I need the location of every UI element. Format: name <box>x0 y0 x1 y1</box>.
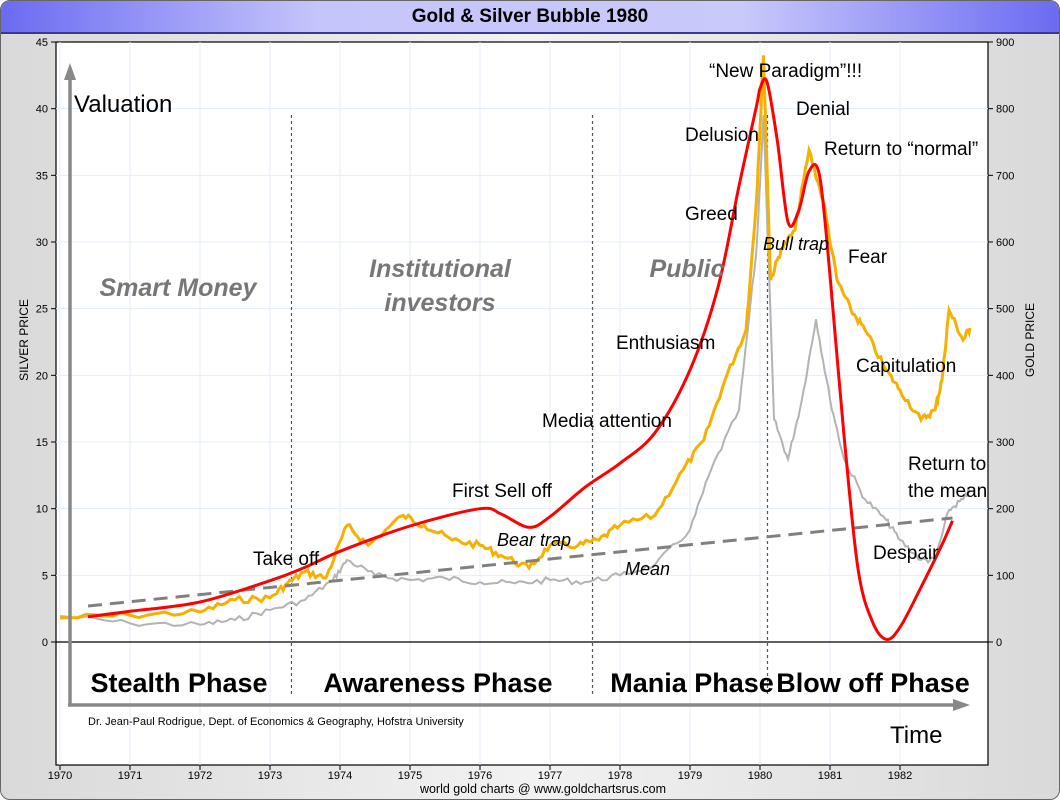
gold-series-line <box>59 55 972 620</box>
left-tick-label: 35 <box>36 170 48 182</box>
credit-text: Dr. Jean-Paul Rodrigue, Dept. of Economi… <box>88 716 464 728</box>
right-tick-label: 200 <box>996 504 1014 516</box>
participants-institutional: Institutional <box>369 255 512 283</box>
x-axis-ticks: 1970 1971 1972 1973 1974 1975 1976 1977 1978 1979… <box>48 765 912 782</box>
x-tick-label: 1982 <box>888 770 912 782</box>
left-tick-label: 20 <box>36 370 48 382</box>
phase-blow-off: Blow off Phase <box>776 668 970 698</box>
participants-investors: investors <box>384 289 495 317</box>
annotation-return-to: Return to <box>908 454 986 475</box>
x-tick-label: 1973 <box>258 770 282 782</box>
annotation-capitulation: Capitulation <box>856 356 956 377</box>
annotation-delusion: Delusion <box>685 125 759 146</box>
valuation-label: Valuation <box>74 91 172 118</box>
x-tick-label: 1975 <box>398 770 422 782</box>
x-tick-label: 1979 <box>678 770 702 782</box>
right-axis-title: GOLD PRICE <box>1023 303 1037 377</box>
time-arrow-head <box>953 699 970 711</box>
x-tick-label: 1980 <box>748 770 772 782</box>
right-tick-label: 100 <box>996 570 1014 582</box>
left-tick-label: 40 <box>36 104 48 116</box>
annotation-first-sell-off: First Sell off <box>452 481 553 502</box>
chart-title: Gold & Silver Bubble 1980 <box>411 6 649 27</box>
left-axis-title: SILVER PRICE <box>17 299 31 381</box>
annotation-the-mean: the mean <box>908 481 987 502</box>
annotation-take-off: Take off <box>253 549 320 570</box>
left-tick-label: 30 <box>36 237 48 249</box>
left-tick-label: 25 <box>36 304 48 316</box>
x-tick-label: 1976 <box>468 770 492 782</box>
left-tick-label: 10 <box>36 504 48 516</box>
right-tick-label: 0 <box>996 637 1002 649</box>
right-tick-label: 800 <box>996 104 1014 116</box>
right-tick-label: 500 <box>996 304 1014 316</box>
participants-smart-money: Smart Money <box>100 274 258 302</box>
right-tick-label: 600 <box>996 237 1014 249</box>
participants-public: Public <box>649 255 724 283</box>
annotation-bear-trap: Bear trap <box>497 530 571 550</box>
annotation-greed: Greed <box>685 204 738 225</box>
left-tick-label: 45 <box>36 37 48 49</box>
x-tick-label: 1972 <box>188 770 212 782</box>
phase-awareness: Awareness Phase <box>323 668 552 698</box>
time-label: Time <box>890 722 942 749</box>
left-tick-label: 15 <box>36 437 48 449</box>
phase-stealth: Stealth Phase <box>90 668 267 698</box>
x-tick-label: 1971 <box>118 770 142 782</box>
right-tick-label: 900 <box>996 37 1014 49</box>
annotation-denial: Denial <box>796 99 850 120</box>
left-axis-ticks: 0 5 10 15 20 25 30 35 40 45 <box>36 37 56 649</box>
footer-source: world gold charts @ www.goldchartsrus.co… <box>419 782 666 796</box>
valuation-arrow-head <box>64 63 76 80</box>
silver-series-line <box>59 115 971 627</box>
annotation-despair: Despair <box>873 543 939 564</box>
right-tick-label: 700 <box>996 170 1014 182</box>
left-tick-label: 5 <box>42 570 48 582</box>
annotation-return-to-normal: Return to “normal” <box>824 139 978 160</box>
left-tick-label: 0 <box>42 637 48 649</box>
x-tick-label: 1981 <box>818 770 842 782</box>
annotation-mean: Mean <box>625 559 670 579</box>
gridlines <box>56 42 988 765</box>
right-axis-ticks: 0 100 200 300 400 500 600 700 800 900 <box>988 37 1014 649</box>
title-bar: Gold & Silver Bubble 1980 <box>1 1 1059 34</box>
x-tick-label: 1977 <box>538 770 562 782</box>
x-tick-label: 1970 <box>48 770 72 782</box>
bubble-model-line <box>87 77 954 641</box>
right-tick-label: 400 <box>996 370 1014 382</box>
phase-mania: Mania Phase <box>610 668 774 698</box>
annotation-bull-trap: Bull trap <box>763 234 829 254</box>
mean-series-line <box>87 516 953 608</box>
x-tick-label: 1978 <box>608 770 632 782</box>
annotation-fear: Fear <box>848 247 888 268</box>
annotation-new-paradigm: “New Paradigm”!!! <box>709 61 862 82</box>
plot-area <box>55 41 989 766</box>
x-tick-label: 1974 <box>328 770 352 782</box>
annotation-enthusiasm: Enthusiasm <box>616 333 715 354</box>
right-tick-label: 300 <box>996 437 1014 449</box>
annotation-media-attention: Media attention <box>542 411 672 432</box>
